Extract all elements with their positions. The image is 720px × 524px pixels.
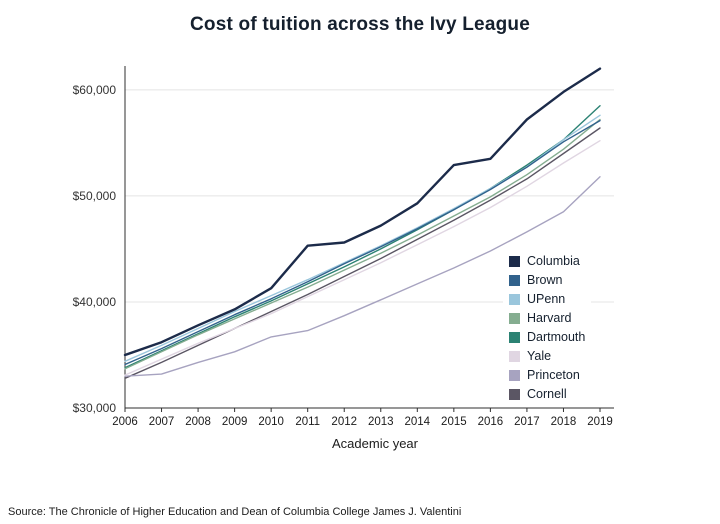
legend-item-brown: Brown	[509, 274, 585, 287]
legend-label: Harvard	[527, 311, 572, 325]
x-tick-label: 2018	[551, 416, 577, 428]
series-line-brown	[124, 119, 601, 366]
legend-item-dartmouth: Dartmouth	[509, 331, 585, 344]
legend-label: UPenn	[527, 292, 566, 306]
y-tick-label: $40,000	[73, 295, 117, 309]
series-line-cornell	[124, 127, 601, 379]
x-axis-title: Academic year	[332, 436, 418, 451]
y-tick-label: $50,000	[73, 189, 117, 203]
x-tick-label: 2017	[514, 416, 540, 428]
legend-item-upenn: UPenn	[509, 293, 585, 306]
legend-label: Columbia	[527, 254, 580, 268]
chart-area: $30,000 $40,000 $50,000 $60,000 2006 2007 2008…	[25, 38, 695, 434]
legend-label: Dartmouth	[527, 330, 586, 344]
legend-item-harvard: Harvard	[509, 312, 585, 325]
y-tick-label: $60,000	[73, 83, 117, 97]
legend-swatch-brown	[509, 275, 520, 286]
chart-title: Cost of tuition across the Ivy League	[190, 14, 530, 35]
legend-item-yale: Yale	[509, 350, 585, 363]
y-tick-label: $30,000	[73, 401, 117, 415]
x-tick-label: 2011	[295, 416, 320, 428]
x-tick-label: 2009	[222, 416, 248, 428]
legend-item-princeton: Princeton	[509, 369, 585, 382]
x-tick-label: 2010	[258, 416, 284, 428]
tuition-line-chart: $30,000 $40,000 $50,000 $60,000 2006 2007 2008…	[73, 66, 614, 428]
x-tick-label: 2019	[587, 416, 613, 428]
source-note: Source: The Chronicle of Higher Educatio…	[8, 506, 462, 518]
legend-swatch-cornell	[509, 389, 520, 400]
x-tick-label: 2007	[149, 416, 175, 428]
series-line-dartmouth	[124, 104, 601, 369]
legend-label: Brown	[527, 273, 563, 287]
series-line-yale	[124, 139, 601, 376]
legend-label: Yale	[527, 349, 552, 363]
series-line-princeton	[124, 176, 601, 377]
legend-swatch-yale	[509, 351, 520, 362]
legend-swatch-dartmouth	[509, 332, 520, 343]
x-tick-label: 2016	[478, 416, 504, 428]
series-line-columbia	[123, 67, 602, 357]
x-tick-label: 2014	[405, 416, 431, 428]
x-tick-label: 2008	[185, 416, 211, 428]
x-tick-label: 2012	[331, 416, 357, 428]
legend-swatch-harvard	[509, 313, 520, 324]
legend-label: Princeton	[527, 368, 580, 382]
x-tick-label: 2015	[441, 416, 467, 428]
chart-legend: Columbia Brown UPenn Harvard Dartmouth Yale Pr…	[503, 252, 592, 404]
x-tick-label: 2006	[112, 416, 138, 428]
legend-item-cornell: Cornell	[509, 388, 585, 401]
page: Cost of tuition across the Ivy League $3…	[0, 14, 720, 524]
legend-swatch-upenn	[509, 294, 520, 305]
legend-swatch-columbia	[509, 256, 520, 267]
legend-label: Cornell	[527, 387, 567, 401]
series-line-harvard	[124, 118, 601, 370]
legend-item-columbia: Columbia	[509, 255, 585, 268]
x-tick-label: 2013	[368, 416, 394, 428]
legend-swatch-princeton	[509, 370, 520, 381]
